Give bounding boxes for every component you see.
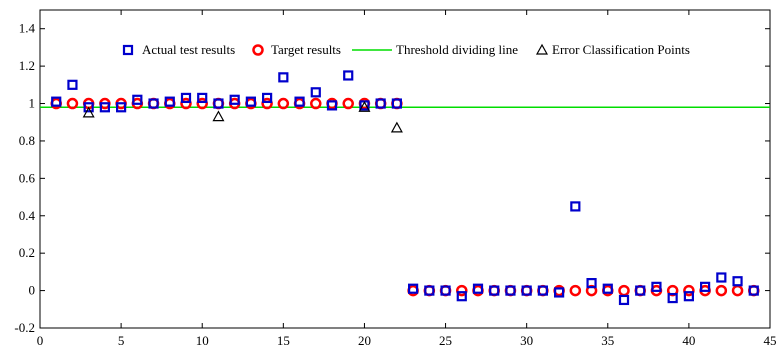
actual-point [245, 96, 256, 107]
actual-point [375, 98, 386, 109]
y-tick-label: 0.6 [19, 170, 36, 185]
target-point [277, 97, 290, 110]
actual-point [213, 98, 224, 109]
actual-point [132, 94, 143, 105]
x-tick-label: 40 [682, 333, 695, 348]
y-tick-label: -0.2 [14, 320, 35, 335]
actual-point [67, 79, 78, 90]
legend-error-label: Error Classification Points [552, 42, 690, 57]
actual-point [116, 102, 127, 113]
actual-point [586, 278, 597, 289]
target-point [569, 284, 582, 297]
target-point [310, 97, 322, 110]
actual-point [635, 285, 646, 296]
actual-point [148, 98, 159, 109]
legend-error-marker [535, 43, 549, 55]
legend-target-marker [252, 44, 264, 56]
actual-point [554, 287, 565, 298]
actual-point [537, 285, 548, 296]
axes: 0 5 10 15 20 25 30 35 40 45-0.200.20.40.60.811.21… [14, 10, 777, 348]
actual-point [521, 285, 532, 296]
actual-point [424, 285, 435, 296]
error-point [390, 121, 403, 133]
target-point [715, 284, 728, 297]
error-point [82, 106, 95, 118]
actual-point [651, 281, 662, 292]
actual-point [570, 201, 581, 212]
actual-point [278, 72, 289, 83]
y-tick-label: 0.4 [19, 208, 36, 223]
actual-point [440, 285, 451, 296]
target-point [261, 97, 273, 110]
actual-point [489, 285, 500, 296]
target-point [180, 97, 192, 110]
actual-point [83, 102, 94, 113]
actual-point [716, 272, 727, 283]
actual-point [391, 98, 402, 109]
target-point [196, 97, 208, 110]
actual-point [164, 96, 175, 107]
target-point [456, 284, 468, 297]
error-point [358, 101, 371, 112]
error-point [212, 110, 225, 122]
actual-point [99, 102, 110, 113]
actual-point [262, 92, 273, 104]
actual-point [505, 285, 516, 296]
actual-point [700, 281, 711, 292]
x-tick-label: 5 [118, 333, 125, 348]
actual-point [294, 96, 305, 107]
actual-point [618, 294, 630, 306]
y-tick-label: 0.2 [19, 245, 35, 260]
actual-point [732, 276, 743, 287]
y-tick-label: 1.2 [19, 58, 35, 73]
actual-point [408, 283, 419, 294]
y-tick-label: 1 [29, 96, 36, 111]
x-tick-label: 10 [196, 333, 209, 348]
legend-target-label: Target results [271, 42, 341, 57]
x-tick-label: 30 [520, 333, 533, 348]
target-point [683, 284, 695, 297]
actual-point [683, 291, 694, 302]
legend-actual-label: Actual test results [142, 42, 235, 57]
data-marks [40, 70, 770, 306]
actual-point [456, 291, 467, 302]
actual-point [602, 283, 613, 294]
target-point [66, 97, 79, 110]
actual-point [310, 87, 321, 98]
x-tick-label: 45 [764, 333, 777, 348]
y-tick-label: 1.4 [19, 21, 36, 36]
target-point [342, 97, 354, 110]
actual-point [343, 70, 354, 81]
actual-point [326, 100, 338, 111]
actual-point [667, 292, 678, 304]
legend-box [111, 36, 709, 64]
actual-point [51, 96, 62, 107]
legend-threshold-label: Threshold dividing line [396, 42, 518, 57]
actual-point [472, 283, 484, 294]
x-tick-label: 35 [601, 333, 614, 348]
actual-point [197, 92, 208, 104]
actual-point [229, 94, 240, 105]
actual-point [748, 285, 759, 296]
x-tick-label: 25 [439, 333, 452, 348]
legend: Actual test results Target results Thresho… [111, 36, 709, 64]
x-tick-label: 0 [37, 333, 44, 348]
x-tick-label: 20 [358, 333, 371, 348]
x-tick-label: 15 [277, 333, 290, 348]
y-tick-label: 0 [29, 283, 36, 298]
actual-point [180, 92, 192, 104]
legend-actual-marker [122, 44, 134, 56]
y-tick-label: 0.8 [19, 133, 35, 148]
